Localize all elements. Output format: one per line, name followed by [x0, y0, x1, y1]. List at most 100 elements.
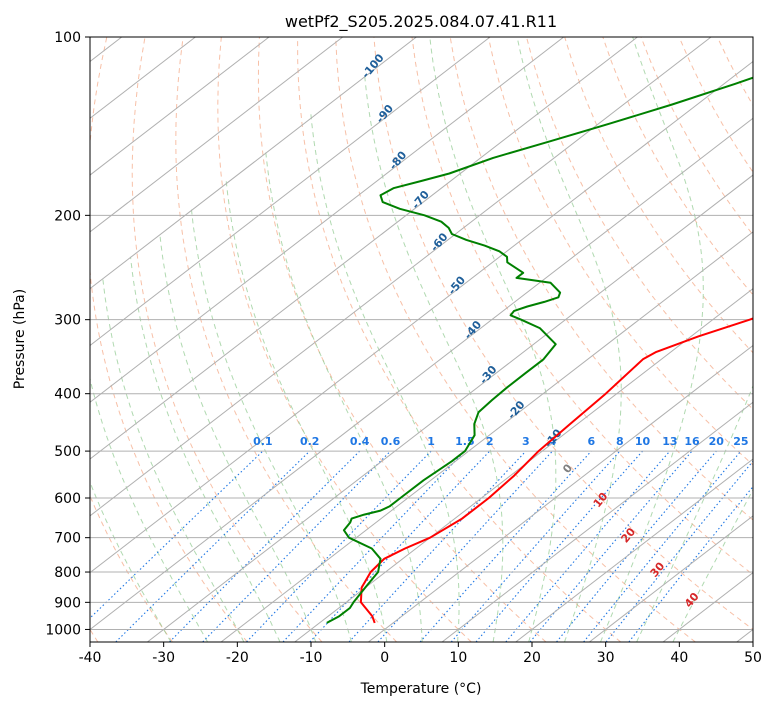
moist-adiabat-line: [516, 37, 622, 642]
y-axis-label: Pressure (hPa): [12, 289, 28, 389]
isotherm-line: [90, 37, 344, 233]
x-tick-label: 50: [744, 650, 762, 666]
isotherm-line: [90, 117, 753, 631]
y-tick-label: 700: [54, 531, 81, 547]
isotherm-line: [90, 37, 712, 517]
y-tick-label: 900: [54, 595, 81, 611]
isotherm-line: [90, 37, 491, 347]
moist-adiabat-line: [363, 72, 504, 642]
dry-adiabat-line: [90, 37, 248, 642]
x-tick-label: 10: [449, 650, 467, 666]
y-tick-label: 1000: [45, 622, 81, 638]
mixing-ratio-label: 0.1: [253, 435, 273, 448]
x-tick-label: -40: [79, 650, 102, 666]
isotherm-line: [90, 37, 417, 290]
isotherm-line: [441, 401, 753, 642]
isobars: [90, 37, 753, 630]
mixing-ratio-label: 16: [684, 435, 700, 448]
mixing-ratio-line: [583, 450, 742, 642]
moist-adiabat-line: [599, 37, 704, 642]
mixing-ratio-line: [115, 450, 311, 642]
dewpoint-profile: [326, 76, 753, 624]
moist-adiabat-line: [190, 208, 352, 642]
mixing-ratio-label: 13: [662, 435, 677, 448]
mixing-ratio-line: [450, 450, 621, 642]
moist-adiabat-line: [310, 114, 460, 642]
mixing-ratio-label: 1: [427, 435, 435, 448]
mixing-ratio-label: 20: [709, 435, 725, 448]
isotherm-line: [147, 174, 753, 642]
mixing-ratio-line: [246, 450, 432, 642]
moist-adiabat-line: [102, 277, 245, 642]
mixing-ratio-label: 25: [733, 435, 748, 448]
profiles: [326, 76, 753, 624]
x-tick-label: -30: [152, 650, 175, 666]
isotherm-line: [515, 458, 753, 642]
y-tick-label: 100: [54, 30, 81, 46]
x-tick-label: -20: [226, 650, 249, 666]
mixing-ratio-line: [605, 460, 753, 642]
y-tick-label: 400: [54, 387, 81, 403]
isotherm-line: [589, 515, 753, 642]
y-tick-label: 600: [54, 491, 81, 507]
x-axis-label: Temperature (°C): [360, 681, 482, 697]
y-tick-label: 800: [54, 565, 81, 581]
moist-adiabat-line: [672, 488, 753, 642]
mixing-ratio-label: 0.6: [381, 435, 401, 448]
mixing-ratio-line: [529, 450, 693, 642]
mixing-ratio-label: 0.4: [350, 435, 370, 448]
plot-area: 0.10.20.40.611.523468101316202530-100-90…: [90, 37, 753, 642]
dry-adiabat-line: [217, 37, 472, 642]
moist-adiabat-line: [429, 37, 557, 642]
mixing-ratio-line: [348, 450, 527, 642]
moist-adiabat-line: [130, 256, 281, 642]
moist-adiabat-line: [159, 233, 317, 642]
x-tick-label: 30: [597, 650, 615, 666]
isotherm-line: [90, 37, 638, 460]
moist-adiabat-line: [636, 384, 753, 642]
isotherm-line: [90, 37, 565, 403]
axes: -40 -30 -20 -10 0 10 20 30 40 50 1000 900 800 700 600 5…: [45, 30, 762, 666]
mixing-ratio-label: 0.2: [300, 435, 320, 448]
dry-adiabat-line: [449, 37, 753, 521]
dry-adiabat-line: [175, 37, 397, 642]
dry-adiabat-line: [373, 37, 753, 631]
mixing-ratio-line: [556, 450, 717, 642]
mixing-ratio-label: 3: [522, 435, 530, 448]
mixing-ratio-label: 10: [635, 435, 651, 448]
isotherm-line: [368, 344, 753, 642]
mixing-ratio-line: [202, 450, 391, 642]
dry-adiabat-line: [297, 37, 622, 642]
isotherm-line: [90, 60, 753, 574]
line-labels: 0.10.20.40.611.523468101316202530-100-90…: [253, 51, 749, 610]
dry-adiabat-line: [411, 37, 753, 576]
mixing-ratio-label: 6: [587, 435, 595, 448]
mixing-ratio-label: 8: [616, 435, 624, 448]
y-tick-label: 300: [54, 313, 81, 329]
mixing-ratio-label: 2: [486, 435, 494, 448]
isotherm-line: [220, 231, 753, 642]
temperature-profile: [359, 317, 753, 624]
plot-frame: [89, 36, 754, 643]
dry-adiabat-line: [131, 37, 323, 642]
mixing-ratio-lines: [90, 450, 753, 642]
mixing-ratio-line: [282, 450, 466, 642]
mixing-ratio-line: [90, 450, 264, 619]
mixing-ratio-label: 4: [549, 435, 557, 448]
y-tick-label: 500: [54, 444, 81, 460]
moist-adiabat-line: [90, 480, 172, 642]
isotherm-line: [90, 37, 270, 176]
mixing-ratio-line: [309, 450, 491, 642]
mixing-ratio-line: [377, 450, 553, 642]
x-tick-label: 40: [670, 650, 688, 666]
mixing-ratio-line: [419, 450, 592, 642]
chart-title: wetPf2_S205.2025.084.07.41.R11: [285, 12, 557, 32]
mixing-ratio-line: [628, 485, 753, 642]
moist-adiabat-line: [225, 180, 388, 642]
mixing-ratio-line: [169, 450, 361, 642]
x-tick-label: 0: [380, 650, 389, 666]
x-tick-label: -10: [300, 650, 323, 666]
moist-adiabat-line: [90, 376, 209, 642]
isotherms: [90, 37, 753, 642]
